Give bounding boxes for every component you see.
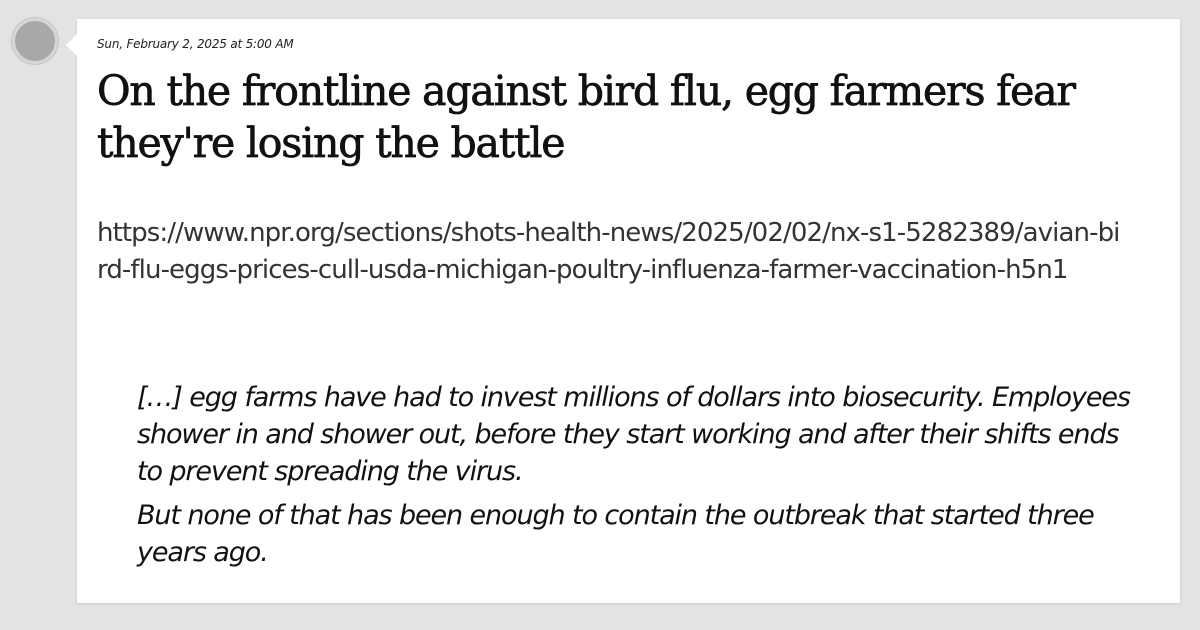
quote-paragraph: But none of that has been enough to cont… [137, 500, 1095, 568]
quote-paragraph: […] egg farms have had to invest million… [137, 382, 1131, 487]
post-card: Sun, February 2, 2025 at 5:00 AM On the … [66, 19, 1180, 603]
article-link[interactable]: https://www.npr.org/sections/shots-healt… [97, 218, 1120, 285]
post-timestamp[interactable]: Sun, February 2, 2025 at 5:00 AM [97, 37, 294, 51]
post-headline: On the frontline against bird flu, egg f… [97, 67, 1077, 168]
article-quote: […] egg farms have had to invest million… [137, 379, 1137, 578]
avatar[interactable] [12, 18, 58, 64]
